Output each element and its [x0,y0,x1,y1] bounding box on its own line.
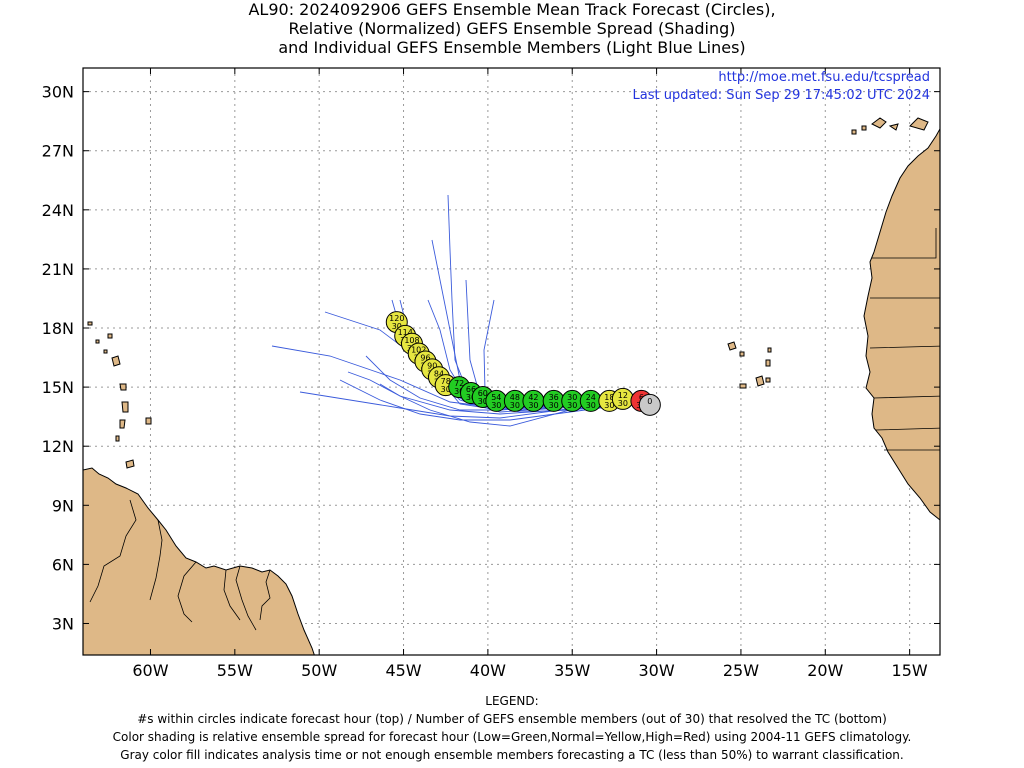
lon-tick-label: 35W [554,661,590,680]
lon-tick-label: 25W [723,661,759,680]
track-point: 0 [638,393,661,416]
grid-lines [83,68,940,655]
lon-tick-label: 20W [807,661,843,680]
lat-tick-label: 12N [42,437,74,456]
forecast-hour-label: 66 [466,385,476,394]
forecast-hour-label: 18 [604,393,614,402]
member-count-label: 30 [478,397,488,406]
lon-tick-label: 40W [470,661,506,680]
forecast-hour-label: 108 [404,336,419,345]
member-count-label: 30 [491,401,501,410]
legend-heading: LEGEND: [485,694,539,708]
chart-title: AL90: 2024092906 GEFS Ensemble Mean Trac… [0,0,1024,57]
title-line-2: Relative (Normalized) GEFS Ensemble Spre… [288,19,736,38]
forecast-hour-label: 96 [420,354,430,363]
canary-islands [851,117,929,135]
title-line-1: AL90: 2024092906 GEFS Ensemble Mean Trac… [248,0,776,19]
forecast-hour-label: 84 [434,369,444,378]
trinidad-island [125,459,135,469]
forecast-hour-label: 30 [567,393,577,402]
lon-tick-label: 45W [385,661,421,680]
source-url[interactable]: http://moe.met.fsu.edu/tcspread [718,70,930,85]
track-circle [638,393,661,416]
legend-line-2: Color shading is relative ensemble sprea… [112,730,912,744]
lon-tick-label: 60W [132,661,168,680]
member-count-label: 30 [586,401,596,410]
forecast-hour-label: 120 [389,314,404,323]
cape-verde-islands [727,341,772,389]
forecast-hour-label: 36 [549,393,559,402]
title-line-3: and Individual GEFS Ensemble Members (Li… [278,38,746,57]
country-borders-south-america [89,499,271,631]
legend-line-1: #s within circles indicate forecast hour… [137,712,887,726]
forecast-hour-label: 102 [411,346,426,355]
lat-tick-label: 9N [52,496,74,515]
forecast-hour-label: 24 [586,393,596,402]
map-frame [82,67,941,656]
forecast-hour-label: 114 [398,328,413,337]
lat-tick-label: 27N [42,142,74,161]
lat-tick-label: 6N [52,555,74,574]
mean-track-circles: 1203011430108301023096309030843078307230… [385,311,661,416]
lat-tick-label: 30N [42,83,74,102]
legend-line-3: Gray color fill indicates analysis time … [120,748,904,762]
member-count-label: 30 [567,401,577,410]
lon-tick-label: 55W [217,661,253,680]
member-track [339,379,631,421]
track-map: 30N 27N 24N 21N 18N 15N 12N 9N 6N 3N 60W 55W 50W 45W 4… [42,67,941,680]
lat-tick-label: 21N [42,260,74,279]
land-masses [83,117,940,655]
legend: LEGEND: #s within circles indicate forec… [0,692,1024,764]
lon-tick-label: 15W [892,661,928,680]
map-background [83,68,940,655]
forecast-hour-label: 0 [647,397,652,406]
forecast-hour-label: 90 [427,361,437,370]
member-count-label: 30 [441,385,451,394]
member-count-label: 30 [528,401,538,410]
forecast-hour-label: 12 [618,391,628,400]
member-track [347,371,631,415]
member-count-label: 30 [510,401,520,410]
south-america-land [83,467,315,655]
member-count-label: 30 [549,401,559,410]
forecast-hour-label: 6 [639,393,644,402]
lesser-antilles-islands [87,321,152,442]
lat-tick-label: 18N [42,319,74,338]
forecast-hour-label: 54 [491,393,501,402]
lat-tick-label: 3N [52,614,74,633]
forecast-hour-label: 60 [478,389,488,398]
lon-tick-label: 50W [301,661,337,680]
lat-tick-label: 15N [42,378,74,397]
forecast-hour-label: 42 [528,393,538,402]
forecast-hour-label: 78 [441,377,451,386]
last-updated: Last updated: Sun Sep 29 17:45:02 UTC 20… [633,88,930,103]
lon-tick-label: 30W [638,661,674,680]
forecast-hour-label: 48 [510,393,520,402]
member-count-label: 30 [466,393,476,402]
member-count-label: 30 [604,401,614,410]
lat-tick-label: 24N [42,201,74,220]
axis-ticks: 30N 27N 24N 21N 18N 15N 12N 9N 6N 3N 60W 55W 50W 45W 4… [42,68,940,680]
forecast-hour-label: 72 [454,379,464,388]
member-count-label: 30 [392,322,402,331]
west-africa-land [863,127,940,521]
member-count-label: 30 [454,387,464,396]
country-borders-africa [869,228,940,451]
member-count-label: 30 [618,399,628,408]
